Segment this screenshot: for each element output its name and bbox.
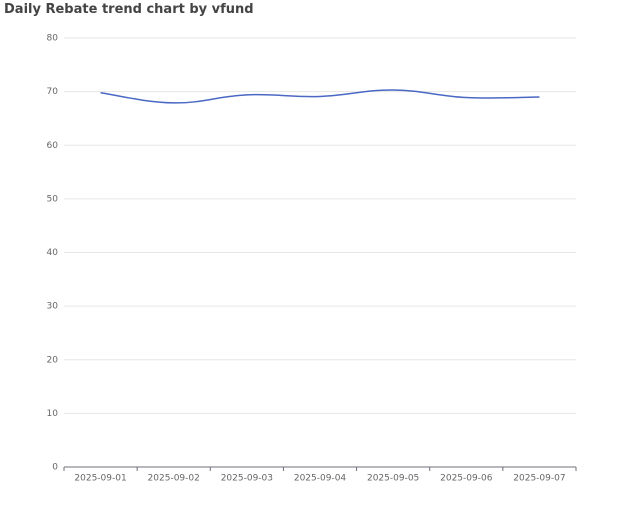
x-tick-label: 2025-09-04 [294,474,347,484]
y-tick-label: 50 [47,194,59,204]
y-tick-label: 60 [47,141,59,151]
y-tick-label: 20 [47,355,59,365]
x-tick-label: 2025-09-05 [367,474,419,484]
x-tick-label: 2025-09-07 [513,474,565,484]
line-series [100,89,540,104]
y-tick-label: 80 [47,34,59,44]
x-tick-label: 2025-09-06 [440,474,493,484]
chart-title: Daily Rebate trend chart by vfund [4,2,254,17]
x-tick-label: 2025-09-01 [74,474,126,484]
y-tick-label: 0 [52,463,58,473]
y-tick-label: 40 [47,248,59,258]
y-tick-label: 30 [47,302,59,312]
y-tick-label: 70 [47,87,59,97]
x-tick-label: 2025-09-03 [221,474,273,484]
x-tick-label: 2025-09-02 [148,474,200,484]
y-tick-label: 10 [47,409,59,419]
